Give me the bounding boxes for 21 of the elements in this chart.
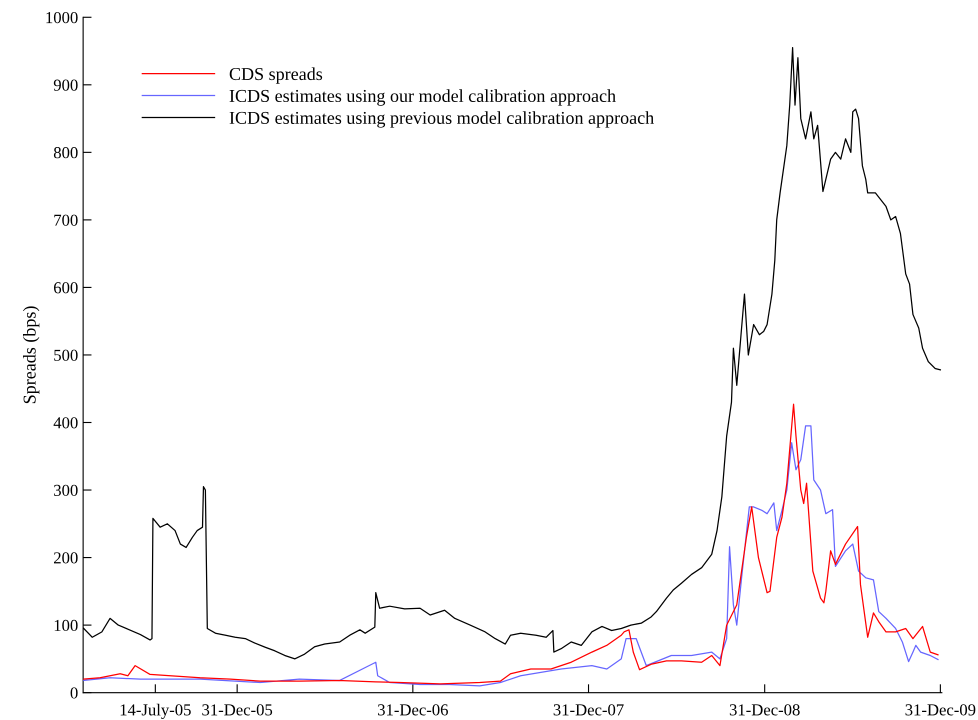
y-tick-label: 400 xyxy=(54,417,78,428)
x-tick-label: 31-Dec-09 xyxy=(906,704,976,716)
y-tick-label: 0 xyxy=(70,687,78,699)
legend-label: CDS spreads xyxy=(230,67,322,84)
x-tick-label: 14-July-05 xyxy=(120,704,191,719)
y-axis-title: Spreads (bps) xyxy=(23,306,40,404)
y-tick-label: 200 xyxy=(54,552,78,564)
x-tick-label: 31-Dec-07 xyxy=(554,704,624,716)
legend-label: ICDS estimates using previous model calibration approach xyxy=(230,111,654,128)
y-tick-label: 500 xyxy=(54,350,78,361)
y-tick-label: 600 xyxy=(54,282,78,294)
y-tick-label: 800 xyxy=(54,147,78,158)
y-tick-label: 300 xyxy=(54,484,78,496)
y-tick-label: 700 xyxy=(54,214,78,226)
y-tick-label: 900 xyxy=(54,80,78,91)
x-tick-label: 31-Dec-06 xyxy=(378,704,448,716)
x-tick-label: 31-Dec-05 xyxy=(202,704,272,716)
legend-label: ICDS estimates using our model calibration approach xyxy=(230,89,616,106)
y-tick-label: 1000 xyxy=(46,12,78,24)
y-tick-label: 100 xyxy=(54,620,78,632)
x-tick-label: 31-Dec-08 xyxy=(730,704,800,716)
